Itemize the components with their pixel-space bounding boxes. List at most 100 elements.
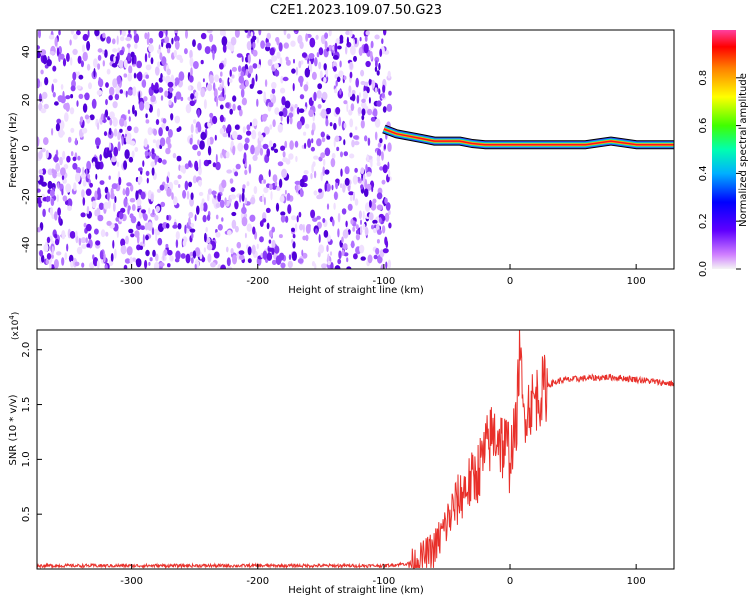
noise-speckle — [52, 91, 56, 98]
noise-speckle — [37, 50, 42, 59]
noise-speckle — [171, 37, 174, 45]
noise-speckle — [208, 33, 214, 43]
noise-speckle — [95, 161, 101, 170]
noise-speckle — [74, 261, 80, 267]
noise-speckle — [198, 159, 202, 169]
noise-speckle — [51, 168, 55, 174]
noise-speckle — [343, 139, 346, 146]
noise-speckle — [379, 166, 384, 171]
noise-speckle — [133, 33, 140, 44]
noise-speckle — [123, 120, 127, 128]
colorbar-tick-label: 0.0 — [698, 261, 709, 277]
noise-speckle — [132, 104, 135, 115]
noise-speckle — [125, 235, 129, 245]
noise-speckle — [119, 30, 122, 36]
noise-speckle — [113, 146, 119, 157]
noise-speckle — [370, 40, 374, 49]
noise-speckle — [123, 197, 128, 208]
noise-speckle — [146, 36, 150, 46]
noise-speckle — [268, 230, 273, 238]
noise-speckle — [151, 227, 155, 236]
noise-speckle — [316, 138, 322, 147]
noise-speckle — [87, 30, 90, 38]
y-tick-label: 0.5 — [21, 506, 32, 522]
noise-speckle — [322, 166, 326, 177]
noise-speckle — [138, 167, 143, 172]
noise-speckle — [118, 176, 122, 186]
noise-speckle — [234, 124, 240, 130]
noise-speckle — [93, 68, 96, 78]
noise-speckle — [187, 85, 192, 91]
noise-speckle — [266, 32, 271, 40]
noise-speckle — [127, 109, 131, 115]
noise-speckle — [296, 107, 300, 115]
noise-speckle — [194, 264, 197, 269]
noise-speckle — [58, 128, 64, 138]
noise-speckle — [350, 218, 354, 225]
noise-speckle — [351, 93, 356, 102]
noise-speckle — [280, 262, 286, 269]
x-tick-label: -300 — [120, 576, 143, 587]
noise-speckle — [66, 243, 69, 252]
noise-speckle — [346, 102, 349, 113]
noise-speckle — [114, 93, 120, 101]
noise-speckle — [252, 63, 258, 69]
noise-speckle — [167, 81, 174, 88]
noise-speckle — [369, 199, 372, 208]
noise-speckle — [75, 137, 78, 146]
noise-speckle — [44, 77, 49, 86]
noise-speckle — [150, 193, 154, 202]
noise-speckle — [185, 30, 188, 39]
x-tick-label: 100 — [627, 576, 646, 587]
noise-speckle — [137, 221, 141, 227]
noise-speckle — [171, 192, 174, 200]
y-tick-label: 1.0 — [21, 451, 32, 467]
noise-speckle — [321, 137, 326, 143]
noise-speckle — [54, 37, 58, 47]
noise-speckle — [51, 128, 54, 136]
bottom-y-ticks: 0.5 1.0 1.5 2.0 — [21, 342, 42, 522]
noise-speckle — [276, 186, 281, 191]
noise-speckle — [159, 184, 165, 191]
noise-speckle — [342, 243, 348, 250]
noise-speckle — [126, 43, 131, 48]
noise-speckle — [323, 158, 326, 166]
noise-speckle — [348, 191, 354, 196]
noise-speckle — [318, 188, 323, 193]
noise-speckle — [124, 258, 131, 264]
noise-speckle — [218, 77, 222, 83]
noise-speckle — [157, 157, 163, 164]
noise-speckle — [356, 94, 360, 104]
noise-speckle — [175, 239, 179, 249]
noise-speckle — [272, 174, 278, 183]
noise-speckle — [265, 42, 271, 48]
noise-speckle — [241, 97, 247, 106]
noise-speckle — [384, 236, 388, 246]
noise-speckle — [100, 161, 104, 170]
noise-speckle — [326, 234, 331, 242]
noise-speckle — [219, 62, 224, 70]
noise-speckle — [148, 151, 152, 157]
noise-speckle — [91, 200, 97, 209]
noise-speckle — [260, 40, 265, 49]
noise-speckle — [224, 197, 227, 206]
noise-speckle — [144, 32, 148, 40]
noise-speckle — [300, 178, 305, 188]
noise-speckle — [202, 202, 208, 212]
noise-speckle — [284, 100, 291, 109]
noise-speckle — [252, 154, 258, 161]
noise-speckle — [332, 66, 337, 72]
noise-speckle — [42, 208, 46, 218]
noise-speckle — [165, 243, 169, 248]
noise-speckle — [311, 138, 314, 144]
noise-speckle — [200, 87, 206, 98]
noise-speckle — [165, 223, 170, 229]
noise-speckle — [320, 131, 325, 138]
noise-speckle — [150, 95, 156, 103]
noise-speckle — [333, 191, 338, 200]
noise-speckle — [271, 226, 276, 233]
noise-speckle — [378, 217, 382, 224]
noise-speckle — [305, 33, 309, 42]
noise-speckle — [299, 78, 303, 88]
noise-speckle — [177, 174, 182, 180]
